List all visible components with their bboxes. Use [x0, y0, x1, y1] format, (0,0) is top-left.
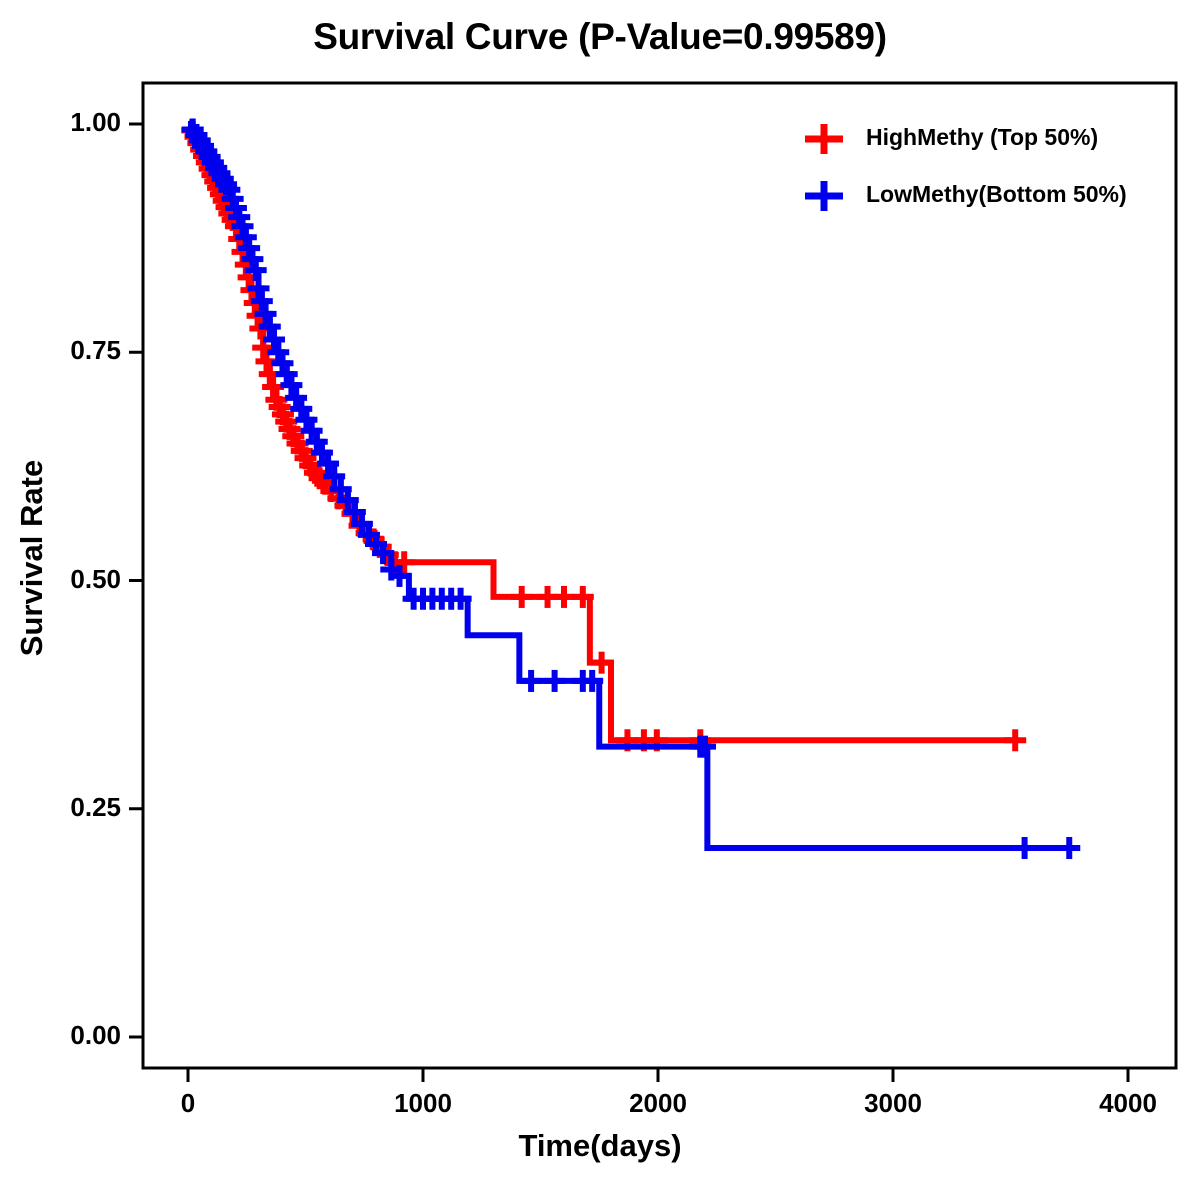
- x-tick-label: 4000: [1099, 1088, 1157, 1118]
- y-tick-label: 0.75: [70, 335, 121, 366]
- plot-frame: [141, 81, 1178, 1070]
- plot-border: [141, 81, 1178, 1070]
- censor-marks-lowmethy: [181, 118, 1081, 860]
- series-layer: [181, 118, 1081, 860]
- x-tick-label: 3000: [864, 1088, 922, 1118]
- y-tick-label: 1.00: [70, 107, 121, 137]
- y-tick-label: 0.00: [70, 1020, 121, 1050]
- y-tick-label: 0.50: [70, 563, 121, 594]
- legend-label-highmethy: HighMethy (Top 50%): [866, 124, 1099, 150]
- x-tick-label: 0: [180, 1088, 196, 1118]
- x-tick-label: 2000: [629, 1088, 687, 1118]
- axis-ticks: [129, 122, 1130, 1082]
- chart-title: Survival Curve (P-Value=0.99589): [313, 16, 887, 57]
- legend-markers: [805, 124, 843, 211]
- x-tick-label: 1000: [394, 1088, 452, 1118]
- legend-label-lowmethy: LowMethy(Bottom 50%): [866, 181, 1127, 207]
- x-axis-label: Time(days): [518, 1128, 682, 1163]
- y-tick-label: 0.25: [70, 791, 121, 822]
